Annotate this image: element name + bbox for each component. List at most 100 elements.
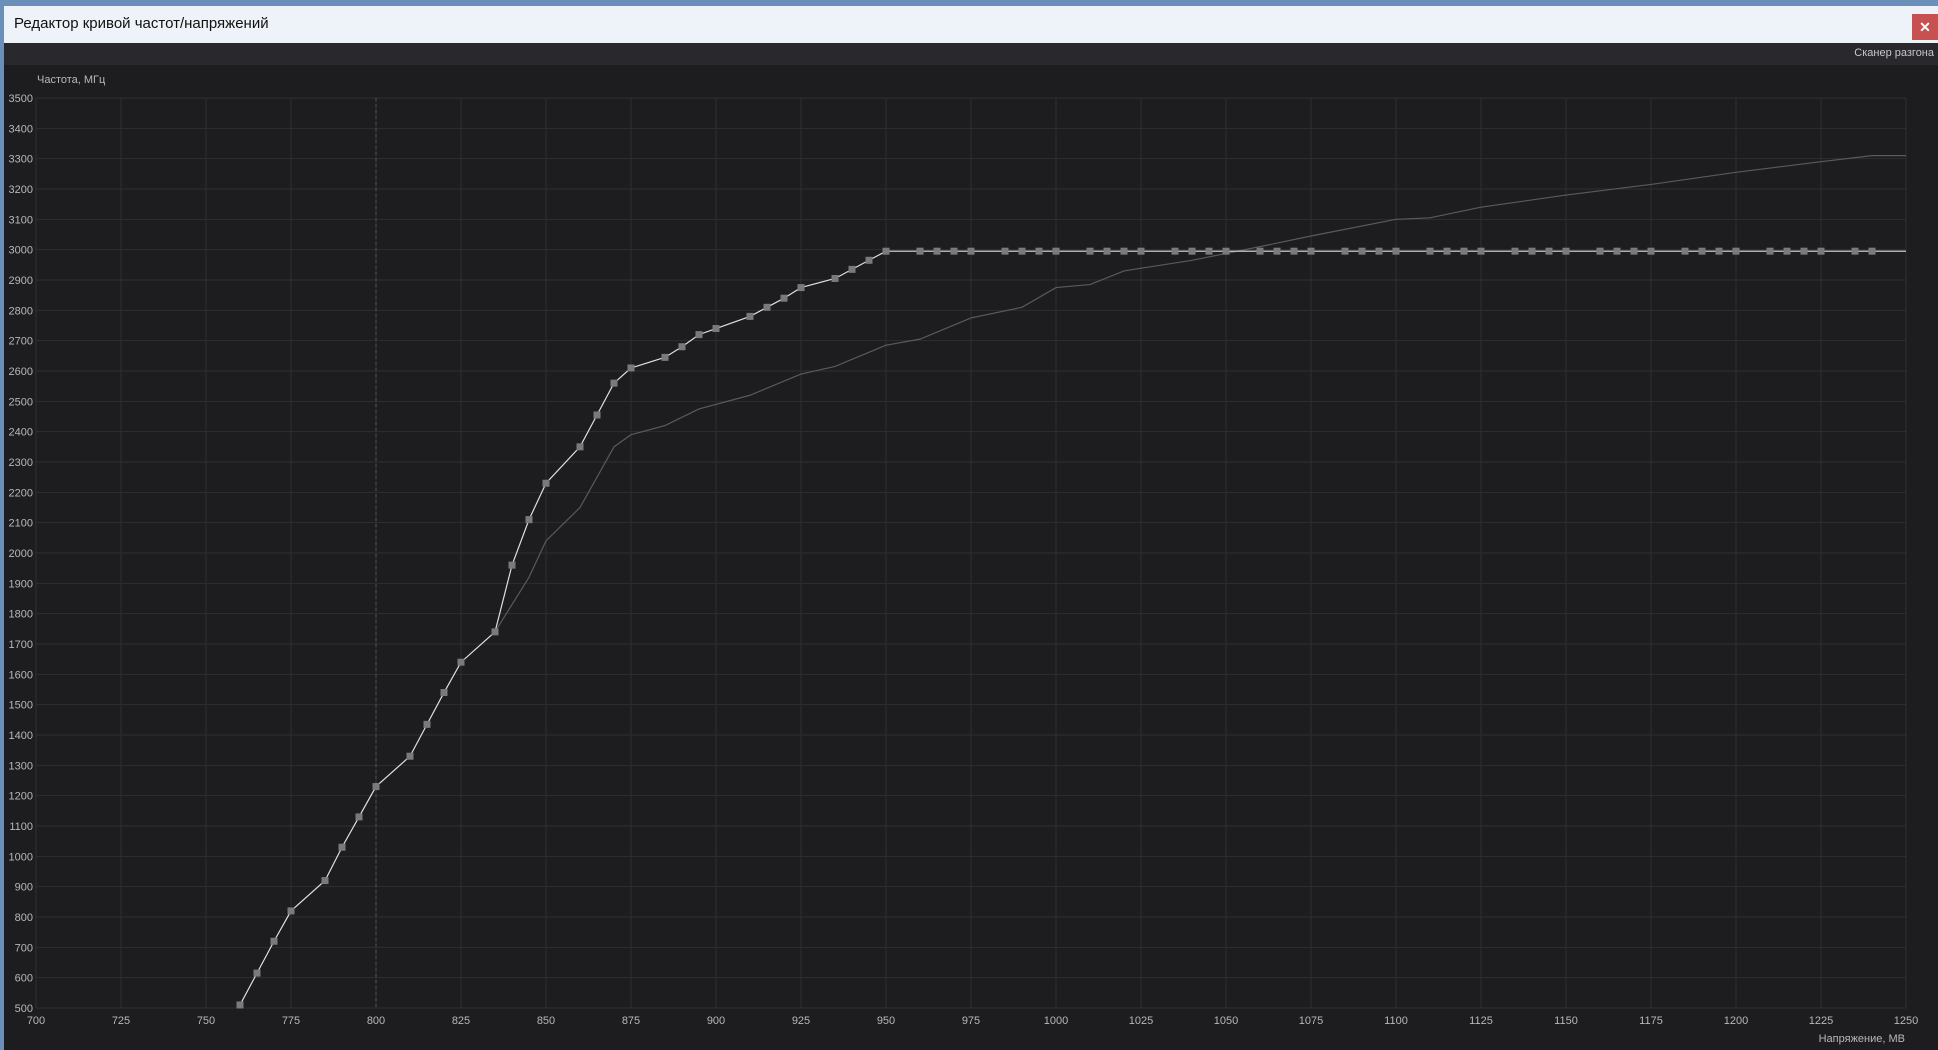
close-button[interactable]: ✕ xyxy=(1912,14,1938,40)
curve-point-handle[interactable] xyxy=(933,247,941,255)
curve-point-handle[interactable] xyxy=(270,937,278,945)
vf-chart[interactable]: 700 725 750 775 800 825 850 875 900 925 950 975 1000… xyxy=(4,6,1938,1050)
y-tick-label: 3100 xyxy=(9,214,33,226)
curve-point-handle[interactable] xyxy=(712,325,720,333)
curve-point-handle[interactable] xyxy=(457,658,465,666)
curve-point-handle[interactable] xyxy=(1001,247,1009,255)
curve-point-handle[interactable] xyxy=(1511,247,1519,255)
curve-point-handle[interactable] xyxy=(1358,247,1366,255)
y-tick-label: 1600 xyxy=(9,669,33,681)
oc-scanner-button[interactable]: Сканер разгона xyxy=(1854,47,1934,59)
curve-point-handle[interactable] xyxy=(610,379,618,387)
curve-point-handle[interactable] xyxy=(1800,247,1808,255)
curve-point-handle[interactable] xyxy=(1086,247,1094,255)
curve-point-handle[interactable] xyxy=(1443,247,1451,255)
curve-point-handle[interactable] xyxy=(1698,247,1706,255)
curve-point-handle[interactable] xyxy=(1613,247,1621,255)
curve-point-handle[interactable] xyxy=(338,843,346,851)
curve-point-handle[interactable] xyxy=(967,247,975,255)
curve-point-handle[interactable] xyxy=(1290,247,1298,255)
y-tick-label: 3300 xyxy=(9,154,33,166)
curve-point-handle[interactable] xyxy=(678,343,686,351)
x-tick-label: 700 xyxy=(27,1015,45,1027)
curve-point-handle[interactable] xyxy=(1205,247,1213,255)
curve-point-handle[interactable] xyxy=(253,969,261,977)
curve-point-handle[interactable] xyxy=(1392,247,1400,255)
curve-point-handle[interactable] xyxy=(406,752,414,760)
y-tick-label: 2100 xyxy=(9,518,33,530)
curve-point-handle[interactable] xyxy=(1426,247,1434,255)
curve-point-handle[interactable] xyxy=(287,907,295,915)
curve-point-handle[interactable] xyxy=(882,247,890,255)
curve-point-handle[interactable] xyxy=(542,479,550,487)
curve-point-handle[interactable] xyxy=(1307,247,1315,255)
x-tick-label: 975 xyxy=(962,1015,980,1027)
curve-point-handle[interactable] xyxy=(916,247,924,255)
curve-point-handle[interactable] xyxy=(593,411,601,419)
curve-point-handle[interactable] xyxy=(1273,247,1281,255)
curve-point-handle[interactable] xyxy=(797,284,805,292)
curve-point-handle[interactable] xyxy=(1783,247,1791,255)
y-tick-label: 1200 xyxy=(9,791,33,803)
curve-point-handle[interactable] xyxy=(508,561,516,569)
curve-point-handle[interactable] xyxy=(236,1001,244,1009)
curve-point-handle[interactable] xyxy=(1528,247,1536,255)
curve-point-handle[interactable] xyxy=(440,689,448,697)
curve-point-handle[interactable] xyxy=(1222,247,1230,255)
curve-point-handle[interactable] xyxy=(491,628,499,636)
y-tick-label: 1700 xyxy=(9,639,33,651)
curve-point-handle[interactable] xyxy=(321,877,329,885)
y-tick-label: 1300 xyxy=(9,760,33,772)
curve-point-handle[interactable] xyxy=(848,265,856,273)
curve-point-handle[interactable] xyxy=(1562,247,1570,255)
curve-point-handle[interactable] xyxy=(1630,247,1638,255)
curve-point-handle[interactable] xyxy=(1477,247,1485,255)
curve-point-handle[interactable] xyxy=(355,813,363,821)
curve-point-handle[interactable] xyxy=(746,312,754,320)
curve-point-handle[interactable] xyxy=(1545,247,1553,255)
x-tick-label: 900 xyxy=(707,1015,725,1027)
curve-point-handle[interactable] xyxy=(627,364,635,372)
curve-point-handle[interactable] xyxy=(1647,247,1655,255)
curve-point-handle[interactable] xyxy=(763,303,771,311)
curve-point-handle[interactable] xyxy=(1188,247,1196,255)
curve-point-handle[interactable] xyxy=(1137,247,1145,255)
y-tick-label: 500 xyxy=(15,1003,33,1015)
curve-point-handle[interactable] xyxy=(1681,247,1689,255)
curve-point-handle[interactable] xyxy=(1018,247,1026,255)
curve-point-handle[interactable] xyxy=(372,783,380,791)
y-tick-label: 3200 xyxy=(9,184,33,196)
curve-point-handle[interactable] xyxy=(695,331,703,339)
x-tick-label: 825 xyxy=(452,1015,470,1027)
curve-point-handle[interactable] xyxy=(1851,247,1859,255)
curve-point-handle[interactable] xyxy=(1715,247,1723,255)
default-curve-line xyxy=(494,155,1906,633)
curve-point-handle[interactable] xyxy=(1766,247,1774,255)
curve-point-handle[interactable] xyxy=(1868,247,1876,255)
x-tick-label: 875 xyxy=(622,1015,640,1027)
curve-point-handle[interactable] xyxy=(1732,247,1740,255)
curve-point-handle[interactable] xyxy=(423,720,431,728)
curve-point-handle[interactable] xyxy=(525,516,533,524)
curve-point-handle[interactable] xyxy=(661,353,669,361)
curve-point-handle[interactable] xyxy=(576,443,584,451)
x-tick-label: 850 xyxy=(537,1015,555,1027)
curve-point-handle[interactable] xyxy=(1341,247,1349,255)
curve-point-handle[interactable] xyxy=(1256,247,1264,255)
curve-point-handle[interactable] xyxy=(780,294,788,302)
curve-point-handle[interactable] xyxy=(1052,247,1060,255)
curve-point-handle[interactable] xyxy=(1035,247,1043,255)
curve-point-handle[interactable] xyxy=(1103,247,1111,255)
y-tick-label: 2600 xyxy=(9,366,33,378)
curve-point-handle[interactable] xyxy=(1120,247,1128,255)
curve-point-handle[interactable] xyxy=(865,256,873,264)
y-tick-label: 800 xyxy=(15,912,33,924)
curve-point-handle[interactable] xyxy=(1460,247,1468,255)
curve-point-handle[interactable] xyxy=(1375,247,1383,255)
curve-point-handle[interactable] xyxy=(1817,247,1825,255)
curve-point-handle[interactable] xyxy=(1171,247,1179,255)
curve-point-handle[interactable] xyxy=(950,247,958,255)
curve-point-handle[interactable] xyxy=(831,274,839,282)
y-tick-label: 2800 xyxy=(9,305,33,317)
curve-point-handle[interactable] xyxy=(1596,247,1604,255)
